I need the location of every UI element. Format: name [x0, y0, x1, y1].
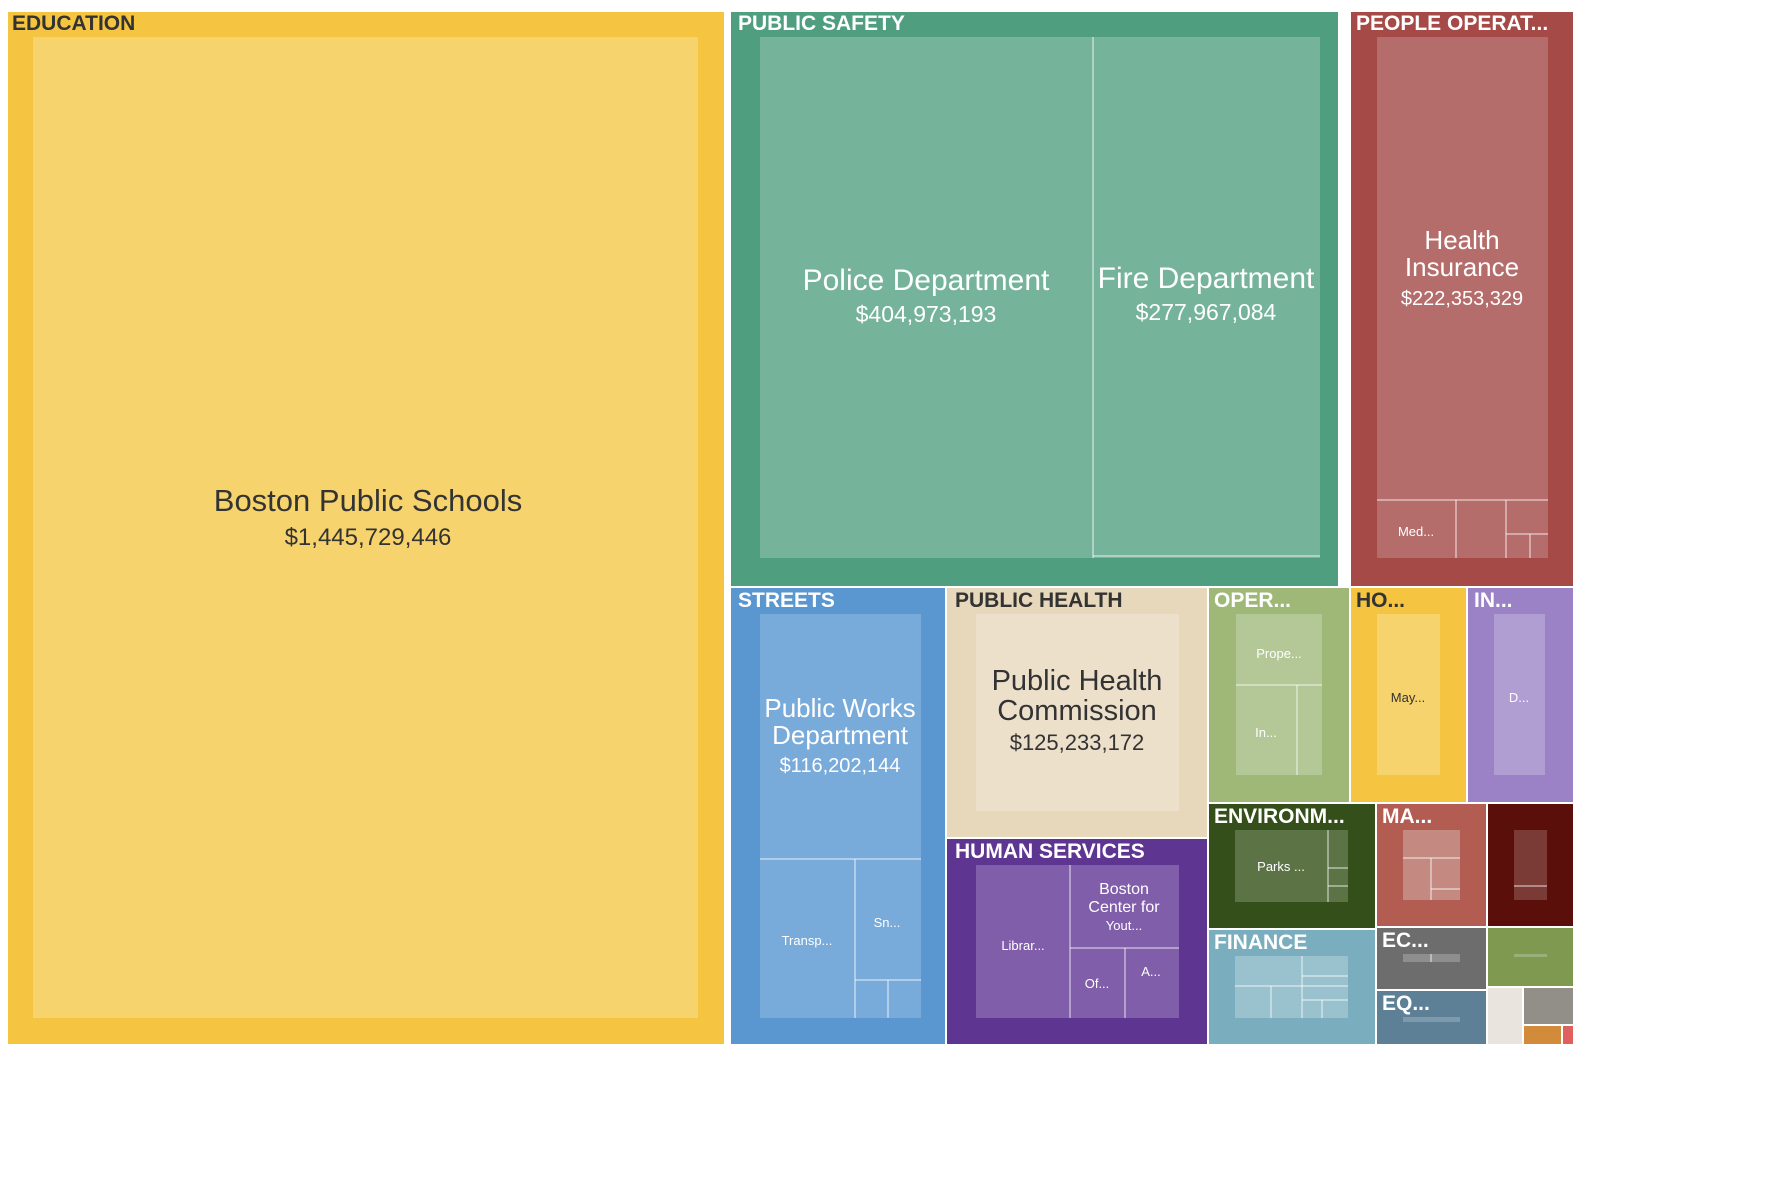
leaf-label-library: Librar... — [1001, 938, 1044, 953]
leaf-label-fire-department: Fire Department — [1098, 262, 1315, 295]
leaf-label-may: May... — [1391, 690, 1425, 705]
leaf-label-property: Prope... — [1256, 646, 1302, 661]
group-mid-gray — [1522, 986, 1575, 1026]
group-orange — [1522, 1024, 1563, 1046]
leaf-olive-inner — [1514, 954, 1547, 957]
leaf-parks — [1235, 830, 1348, 902]
leaf-d — [1494, 614, 1545, 775]
leaf-label-d: D... — [1509, 690, 1529, 705]
leaf-eq-inner — [1403, 1017, 1460, 1022]
group-label-education: EDUCATION — [12, 12, 135, 35]
leaf-police-fire — [760, 37, 1320, 558]
leaf-label-in: In... — [1255, 725, 1277, 740]
leaf-label-transportation: Transp... — [782, 933, 833, 948]
leaf-operations-inner — [1236, 614, 1322, 775]
group-label-eq: EQ... — [1382, 992, 1430, 1015]
leaf-public-health-commission — [976, 614, 1179, 811]
leaf-finance-inner — [1235, 956, 1348, 1018]
leaf-label-boston-center-trunc: Yout... — [1106, 918, 1142, 933]
leaf-label-police-department: Police Department — [803, 264, 1050, 297]
leaf-label-boston-center: Boston Center for — [1088, 881, 1160, 916]
leaf-value-boston-public-schools: $1,445,729,446 — [285, 524, 452, 551]
group-label-public-safety: PUBLIC SAFETY — [738, 12, 905, 35]
leaf-label-public-works: Public Works Department — [764, 693, 915, 750]
leaf-value-fire-department: $277,967,084 — [1136, 299, 1277, 325]
leaf-label-public-health-commission: Public Health Commission — [992, 665, 1163, 727]
group-label-operations: OPER... — [1214, 589, 1291, 612]
leaf-label-parks: Parks ... — [1257, 859, 1305, 874]
leaf-health-insurance — [1377, 37, 1548, 558]
group-label-public-health: PUBLIC HEALTH — [955, 589, 1123, 612]
leaf-value-health-insurance: $222,353,329 — [1401, 288, 1523, 310]
leaf-value-public-health-commission: $125,233,172 — [1010, 730, 1145, 755]
leaf-label-med: Med... — [1398, 524, 1434, 539]
group-label-streets: STREETS — [738, 589, 835, 612]
group-label-ho: HO... — [1356, 589, 1405, 612]
leaf-label-a: A... — [1141, 964, 1161, 979]
leaf-label-snow: Sn... — [874, 915, 901, 930]
leaf-label-health-insurance: Health Insurance — [1405, 225, 1519, 282]
group-label-environment: ENVIRONM... — [1214, 805, 1345, 828]
leaf-boston-public-schools — [33, 37, 698, 1018]
leaf-value-police-department: $404,973,193 — [856, 301, 997, 327]
group-label-finance: FINANCE — [1214, 931, 1307, 954]
leaf-label-boston-public-schools: Boston Public Schools — [214, 483, 522, 518]
group-label-human-services: HUMAN SERVICES — [955, 840, 1145, 863]
leaf-human-services-inner — [976, 865, 1179, 1018]
leaf-label-office: Of... — [1085, 976, 1110, 991]
group-label-people-operations: PEOPLE OPERAT... — [1356, 12, 1548, 35]
group-light-gray — [1486, 986, 1524, 1046]
leaf-value-public-works: $116,202,144 — [780, 755, 901, 777]
leaf-public-works — [760, 614, 921, 1018]
leaf-dark-red-inner — [1514, 830, 1547, 900]
group-label-in: IN... — [1474, 589, 1513, 612]
group-label-ma: MA... — [1382, 805, 1432, 828]
group-red — [1561, 1024, 1575, 1046]
group-label-ec: EC... — [1382, 929, 1429, 952]
leaf-may — [1377, 614, 1440, 775]
